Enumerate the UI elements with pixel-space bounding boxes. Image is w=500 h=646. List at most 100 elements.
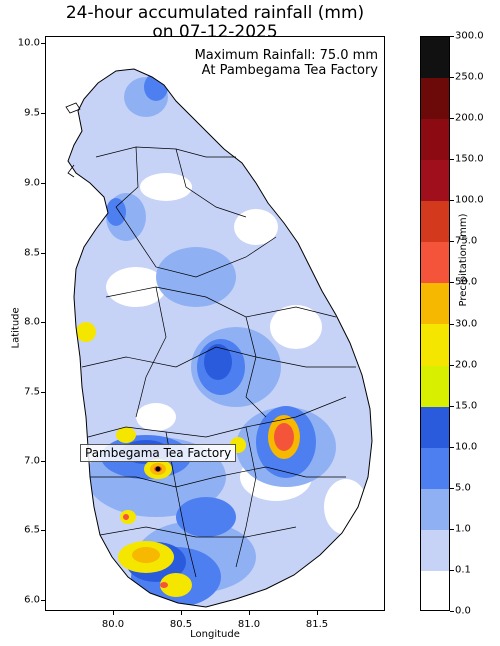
colorbar-segment	[421, 283, 449, 325]
y-tick	[41, 600, 45, 601]
y-tick-label: 7.0	[24, 455, 40, 467]
rain-zone	[106, 198, 126, 226]
y-tick-label: 9.0	[24, 177, 40, 189]
y-tick-label: 9.5	[24, 107, 40, 119]
colorbar-tick-label: 1.0	[455, 523, 471, 535]
colorbar-segment	[421, 160, 449, 202]
colorbar-tick-label: 20.0	[455, 359, 478, 371]
rain-zone	[132, 547, 160, 563]
colorbar-label: Precipitation (mm)	[458, 213, 469, 307]
colorbar-tick	[450, 77, 454, 79]
colorbar	[420, 36, 450, 611]
x-axis-label: Longitude	[190, 629, 240, 640]
colorbar-tick-label: 75.0	[455, 235, 478, 247]
x-tick	[181, 611, 182, 615]
colorbar-segment	[421, 324, 449, 366]
map-plot-area	[45, 36, 385, 611]
colorbar-tick	[450, 405, 454, 407]
y-tick	[41, 253, 45, 254]
x-tick	[249, 611, 250, 615]
colorbar-tick	[450, 611, 454, 612]
colorbar-tick-label: 0.0	[455, 605, 471, 617]
colorbar-tick	[450, 323, 454, 325]
y-tick-label: 6.5	[24, 524, 40, 536]
y-tick	[41, 322, 45, 323]
colorbar-segment	[421, 406, 449, 448]
colorbar-segment	[421, 78, 449, 120]
y-tick	[41, 113, 45, 114]
dry-patch	[106, 267, 166, 307]
y-tick	[41, 530, 45, 531]
colorbar-segment	[421, 529, 449, 571]
rain-zone	[176, 497, 236, 537]
rain-peak	[123, 514, 129, 520]
x-tick-label: 80.5	[169, 619, 193, 630]
max-rainfall-annotation: Maximum Rainfall: 75.0 mm At Pambegama T…	[195, 48, 378, 78]
colorbar-tick	[450, 364, 454, 366]
rain-zone	[144, 73, 168, 101]
station-label-box: Pambegama Tea Factory	[80, 444, 237, 462]
colorbar-segment	[421, 119, 449, 161]
x-tick	[317, 611, 318, 615]
max-rainfall-value: Maximum Rainfall: 75.0 mm	[194, 48, 378, 63]
colorbar-tick-label: 100.0	[455, 194, 484, 206]
rain-zone	[116, 427, 136, 443]
colorbar-tick-label: 15.0	[455, 400, 478, 412]
y-tick-label: 8.5	[24, 247, 40, 259]
station-marker	[155, 466, 161, 472]
colorbar-segment	[421, 488, 449, 530]
y-tick-label: 7.5	[24, 386, 40, 398]
island-outline	[65, 102, 81, 114]
colorbar-tick	[450, 118, 454, 120]
y-tick-label: 8.0	[24, 316, 40, 328]
colorbar-tick-label: 150.0	[455, 153, 484, 165]
colorbar-tick	[450, 159, 454, 161]
colorbar-tick-label: 300.0	[455, 30, 484, 42]
colorbar-tick-label: 50.0	[455, 276, 478, 288]
y-tick-label: 10.0	[17, 37, 40, 49]
max-rainfall-location: At Pambegama Tea Factory	[201, 63, 378, 78]
colorbar-segment	[421, 201, 449, 243]
colorbar-tick-label: 0.1	[455, 564, 471, 576]
colorbar-tick	[450, 446, 454, 448]
colorbar-segment	[421, 365, 449, 407]
rain-peak	[160, 582, 168, 588]
colorbar-tick	[450, 282, 454, 284]
x-tick-label: 80.0	[101, 619, 125, 630]
colorbar-tick	[450, 241, 454, 243]
y-tick	[41, 183, 45, 184]
dry-patch	[136, 403, 176, 431]
rainfall-map	[65, 68, 373, 608]
x-tick	[113, 611, 114, 615]
island-outline	[67, 164, 75, 178]
title-line-1: 24-hour accumulated rainfall (mm)	[65, 3, 365, 23]
colorbar-segment	[421, 242, 449, 284]
coastline	[67, 68, 373, 608]
colorbar-tick-label: 200.0	[455, 112, 484, 124]
district-boundaries	[81, 146, 356, 578]
y-tick	[41, 461, 45, 462]
colorbar-tick-label: 10.0	[455, 441, 478, 453]
colorbar-tick-label: 250.0	[455, 71, 484, 83]
colorbar-tick	[450, 528, 454, 530]
rain-peak	[274, 423, 294, 451]
dry-patch	[270, 305, 322, 349]
dry-patch	[140, 173, 192, 201]
colorbar-tick	[450, 200, 454, 202]
colorbar-segment	[421, 447, 449, 489]
colorbar-segment	[421, 570, 449, 610]
colorbar-tick	[450, 36, 454, 37]
y-axis-label: Latitude	[10, 307, 22, 349]
rain-zone	[76, 322, 96, 342]
dry-patch	[234, 209, 278, 245]
rainfall-field	[68, 69, 372, 607]
colorbar-tick-label: 5.0	[455, 482, 471, 494]
colorbar-tick-label: 30.0	[455, 318, 478, 329]
colorbar-tick	[450, 569, 454, 571]
y-tick	[41, 43, 45, 44]
colorbar-tick	[450, 487, 454, 489]
y-tick	[41, 392, 45, 393]
rain-zone	[204, 344, 232, 380]
x-tick-label: 81.0	[237, 619, 261, 630]
y-tick-label: 6.0	[24, 594, 40, 606]
